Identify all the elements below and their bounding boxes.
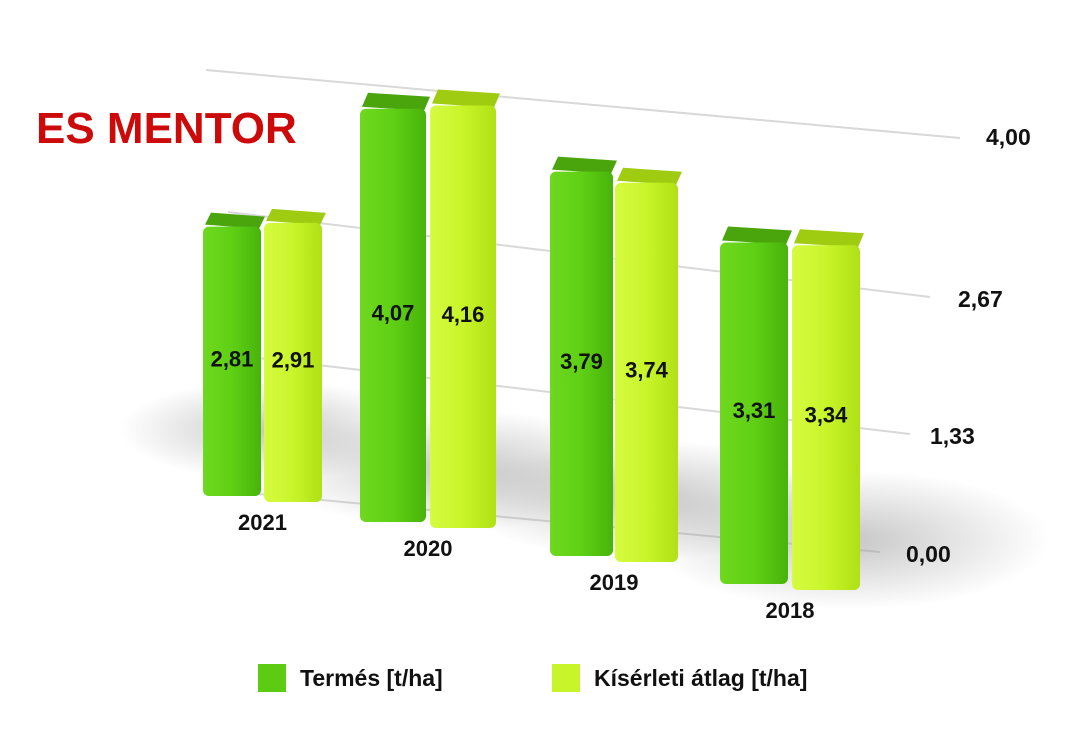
data-label: 2,91 [272, 347, 315, 372]
category-label: 2021 [238, 510, 287, 535]
bar-2018-series-2 [792, 245, 860, 591]
bar-top [617, 167, 682, 185]
bar-top [432, 89, 500, 108]
y-tick-label: 4,00 [986, 124, 1031, 150]
data-label: 4,16 [442, 302, 485, 327]
data-label: 3,74 [625, 357, 669, 382]
data-label: 4,07 [372, 300, 415, 325]
bar-top [266, 208, 326, 225]
bar-chart: 2,81 2,91 4,07 4,16 3,79 3,74 3,31 3,34 0,00 1,3… [120, 69, 1050, 623]
gridline [205, 69, 961, 139]
category-label: 2019 [590, 570, 639, 595]
bar-2019-series-1 [550, 171, 613, 556]
legend-swatch-series-2 [552, 664, 580, 692]
bar-2018-series-1 [720, 242, 788, 584]
legend-item-series-1: Termés [t/ha] [258, 664, 443, 692]
bar-2020-series-2 [430, 105, 496, 529]
data-label: 3,31 [733, 398, 776, 423]
y-tick-labels: 0,00 1,33 2,67 4,00 [906, 124, 1031, 567]
bar-2021-series-1 [203, 226, 261, 496]
y-tick-label: 0,00 [906, 541, 951, 567]
brand-title: ES MENTOR [36, 104, 297, 153]
bar-top [552, 156, 617, 174]
y-tick-label: 1,33 [930, 423, 975, 449]
legend: Termés [t/ha] Kísérleti átlag [t/ha] [0, 664, 1078, 704]
bar-top [205, 212, 265, 229]
bar-2019-series-2 [615, 182, 678, 562]
data-label: 3,79 [560, 349, 603, 374]
bars: 2,81 2,91 4,07 4,16 3,79 3,74 3,31 3,34 [203, 89, 864, 591]
category-label: 2018 [766, 598, 815, 623]
legend-swatch-series-1 [258, 664, 286, 692]
category-labels: 2021 2020 2019 2018 [238, 510, 814, 623]
legend-label-series-2: Kísérleti átlag [t/ha] [594, 664, 808, 691]
legend-item-series-2: Kísérleti átlag [t/ha] [552, 664, 807, 692]
bar-top [794, 229, 864, 248]
y-tick-label: 2,67 [958, 286, 1003, 312]
bar-top [722, 226, 792, 245]
category-label: 2020 [404, 536, 453, 561]
data-label: 3,34 [805, 403, 849, 428]
bar-2021-series-2 [264, 222, 322, 502]
legend-label-series-1: Termés [t/ha] [300, 664, 443, 691]
data-label: 2,81 [211, 346, 254, 371]
bar-2020-series-1 [360, 108, 426, 522]
bar-top [362, 92, 430, 111]
